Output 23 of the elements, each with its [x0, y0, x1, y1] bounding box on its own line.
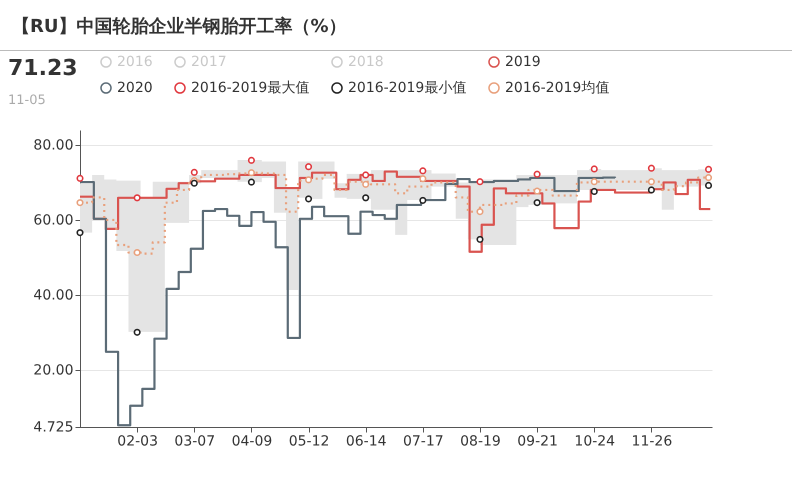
x-tick-label: 02-03	[117, 434, 158, 450]
text: 71.23	[8, 56, 78, 81]
x-tick-label: 11-26	[632, 434, 672, 450]
legend-label: 2020	[117, 80, 153, 96]
legend-label: 2016-2019最大值	[191, 80, 310, 96]
legend-label: 2016-2019最小值	[348, 80, 466, 96]
x-tick-label: 05-12	[288, 434, 330, 450]
x-tick-label: 10-24	[574, 434, 616, 450]
y-tick-label: 4.725	[33, 420, 74, 436]
x-tick-label: 03-07	[174, 434, 216, 450]
legend-label: 2016-2019均值	[505, 80, 610, 96]
y-tick-label: 40.00	[33, 287, 74, 304]
text: 11-05	[8, 93, 46, 108]
x-tick-label: 07-17	[402, 434, 444, 450]
x-tick-label: 08-19	[460, 434, 501, 450]
x-tick-label: 06-14	[346, 434, 387, 450]
y-tick-label: 80.00	[33, 137, 74, 154]
x-tick-label: 09-21	[517, 434, 558, 450]
x-tick-label: 04-09	[232, 434, 272, 450]
legend-label: 2019	[505, 54, 541, 70]
y-tick-label: 60.00	[33, 212, 74, 228]
y-tick-label: 20.00	[33, 362, 74, 378]
chart-title: 【RU】中国轮胎企业半钢胎开工率（%）	[12, 15, 347, 38]
